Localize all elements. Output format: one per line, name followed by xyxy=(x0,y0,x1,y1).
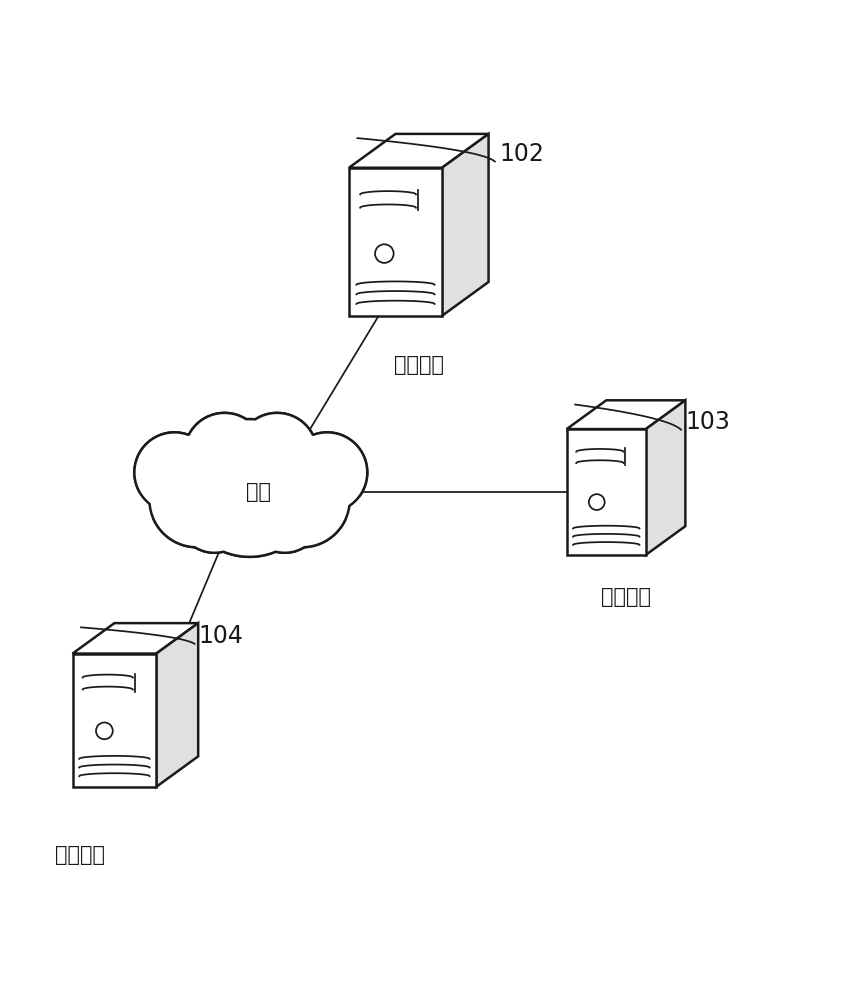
Text: 102: 102 xyxy=(499,142,544,166)
Polygon shape xyxy=(349,134,488,168)
Polygon shape xyxy=(567,429,645,555)
Circle shape xyxy=(135,432,215,512)
Text: 存储设备: 存储设备 xyxy=(393,355,444,375)
Circle shape xyxy=(177,478,252,553)
Circle shape xyxy=(255,452,349,547)
Polygon shape xyxy=(157,623,198,787)
Polygon shape xyxy=(73,654,157,787)
Circle shape xyxy=(96,722,113,739)
Circle shape xyxy=(589,494,605,510)
Polygon shape xyxy=(349,168,442,316)
Circle shape xyxy=(237,413,317,493)
Polygon shape xyxy=(73,623,198,654)
Circle shape xyxy=(150,452,244,547)
Polygon shape xyxy=(645,400,685,555)
Circle shape xyxy=(287,432,367,512)
Text: 存储设备: 存储设备 xyxy=(601,587,651,607)
Text: 网络: 网络 xyxy=(245,482,271,502)
Text: 103: 103 xyxy=(685,410,730,434)
Text: 104: 104 xyxy=(199,624,244,648)
Polygon shape xyxy=(442,134,488,316)
Polygon shape xyxy=(567,400,685,429)
Circle shape xyxy=(247,478,322,553)
Polygon shape xyxy=(135,413,367,557)
Text: 存储设备: 存储设备 xyxy=(55,845,106,865)
Polygon shape xyxy=(140,457,360,519)
Circle shape xyxy=(181,419,318,557)
Circle shape xyxy=(375,244,393,263)
Circle shape xyxy=(184,413,265,493)
